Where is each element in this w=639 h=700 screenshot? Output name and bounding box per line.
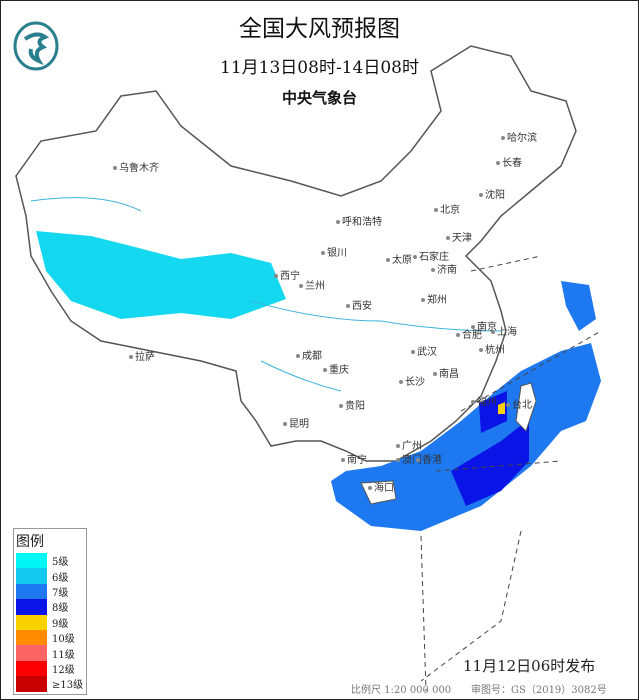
city-label: 成都 — [296, 347, 322, 362]
legend-item: ≥13级 — [14, 676, 86, 692]
legend-swatch — [16, 599, 47, 615]
city-label: 天津 — [446, 229, 472, 244]
city-label: 银川 — [321, 244, 347, 259]
legend-item: 9级 — [14, 614, 86, 630]
legend-swatch — [16, 645, 47, 661]
legend-label: 9级 — [52, 618, 69, 630]
city-label: 北京 — [434, 201, 460, 216]
legend-item: 12级 — [14, 660, 86, 677]
legend-item: 7级 — [14, 583, 86, 600]
legend-label: 12级 — [52, 664, 75, 676]
city-label: 武汉 — [411, 343, 437, 358]
city-label: 海口 — [368, 479, 394, 494]
legend-swatch — [16, 553, 47, 569]
city-label: 重庆 — [323, 361, 349, 376]
legend-label: 11级 — [52, 649, 75, 661]
city-label: 南宁 — [341, 451, 367, 466]
city-label: 石家庄 — [413, 248, 449, 263]
city-label: 长沙 — [399, 373, 425, 388]
city-label: 沈阳 — [479, 186, 505, 201]
legend-swatch — [16, 676, 47, 692]
city-label: 长春 — [496, 154, 522, 169]
city-label: 哈尔滨 — [501, 129, 537, 144]
city-label: 乌鲁木齐 — [113, 159, 159, 174]
legend-label: ≥13级 — [52, 680, 84, 692]
city-label: 台北 — [506, 396, 532, 411]
publish-time: 11月12日06时发布 — [463, 657, 596, 675]
city-label: 济南 — [431, 261, 457, 276]
city-label: 拉萨 — [129, 348, 155, 363]
wind-area-level9 — [498, 402, 505, 414]
wind-area-level8-south — [451, 419, 529, 506]
wind-area-level7-east — [331, 343, 601, 531]
city-label: 香港 — [416, 451, 442, 466]
map-scale: 比例尺 1:20 000 000 — [351, 685, 452, 696]
city-label: 西安 — [346, 297, 372, 312]
wind-area-level7-ne — [561, 281, 596, 331]
city-label: 合肥 — [456, 326, 482, 341]
map-title: 全国大风预报图 — [239, 16, 400, 42]
city-label: 呼和浩特 — [336, 213, 382, 228]
wind-area-level5-6-west — [36, 231, 286, 319]
legend-label: 5级 — [52, 557, 69, 569]
city-label: 杭州 — [479, 341, 505, 356]
legend-swatch — [16, 614, 47, 630]
legend-swatch — [16, 660, 47, 677]
legend-swatch — [16, 629, 47, 646]
city-label: 广州 — [396, 437, 422, 452]
legend-label: 8级 — [52, 603, 69, 615]
city-label: 郑州 — [421, 291, 447, 306]
city-label: 澳门 — [396, 451, 422, 466]
legend-item: 5级 — [14, 553, 86, 569]
legend-title: 图例 — [16, 534, 44, 550]
city-label: 福州 — [471, 393, 497, 408]
city-label: 贵阳 — [339, 397, 365, 412]
legend-item: 8级 — [14, 599, 86, 615]
legend: 图例 5级 6级 7级 8级 9级 10级 11级 12级 ≥13级 — [13, 528, 87, 695]
legend-item: 11级 — [14, 645, 86, 661]
city-label: 南京 — [471, 318, 497, 333]
forecast-period: 11月13日08时-14日08时 — [220, 58, 419, 78]
legend-label: 7级 — [52, 587, 69, 599]
approval-number: 审图号：GS（2019）3082号 — [471, 685, 607, 696]
legend-label: 6级 — [52, 572, 69, 584]
city-label: 上海 — [491, 323, 517, 338]
city-label: 西宁 — [274, 267, 300, 282]
legend-item: 10级 — [14, 629, 86, 646]
legend-swatch — [16, 583, 47, 600]
legend-swatch — [16, 568, 47, 584]
cma-logo-icon — [13, 21, 59, 71]
city-label: 南昌 — [433, 365, 459, 380]
legend-item: 6级 — [14, 568, 86, 584]
city-label: 太原 — [386, 251, 412, 266]
legend-label: 10级 — [52, 634, 75, 646]
city-label: 昆明 — [283, 415, 309, 430]
issuer: 中央气象台 — [281, 89, 357, 107]
city-label: 兰州 — [299, 277, 325, 292]
